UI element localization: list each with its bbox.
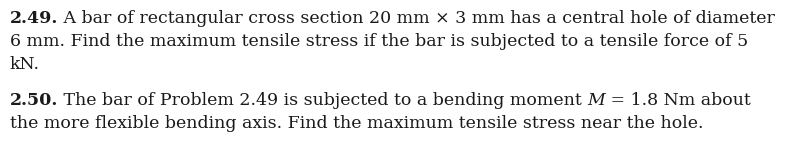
Text: A bar of rectangular cross section 20 mm × 3 mm has a central hole of diameter: A bar of rectangular cross section 20 mm…	[58, 10, 775, 27]
Text: the more flexible bending axis. Find the maximum tensile stress near the hole.: the more flexible bending axis. Find the…	[10, 115, 704, 132]
Text: The bar of Problem 2.49 is subjected to a bending moment: The bar of Problem 2.49 is subjected to …	[58, 92, 587, 109]
Text: 2.50.: 2.50.	[10, 92, 58, 109]
Text: = 1.8 Nm about: = 1.8 Nm about	[606, 92, 751, 109]
Text: kN.: kN.	[10, 56, 40, 73]
Text: 6 mm. Find the maximum tensile stress if the bar is subjected to a tensile force: 6 mm. Find the maximum tensile stress if…	[10, 33, 748, 50]
Text: 2.49.: 2.49.	[10, 10, 58, 27]
Text: M: M	[587, 92, 606, 109]
